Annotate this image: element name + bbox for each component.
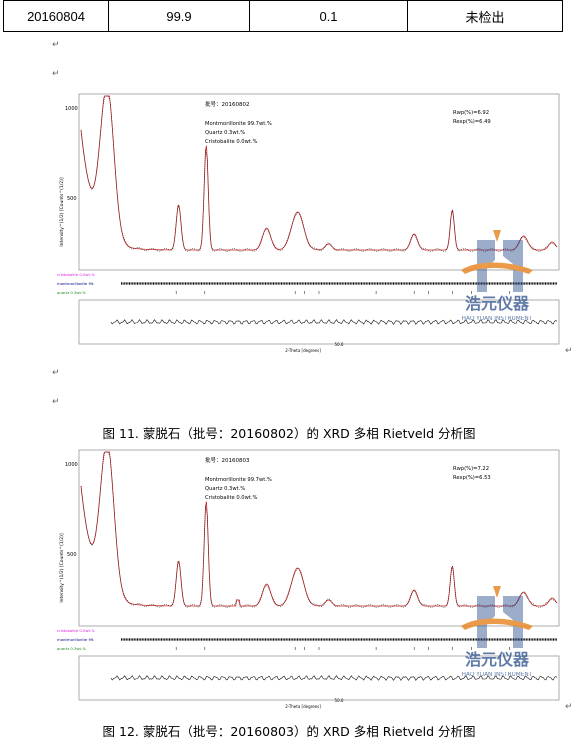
plot-frame <box>78 93 560 271</box>
phase-montmorillonite: Montmorillonite 99.7wt.% <box>205 121 272 127</box>
table-cell: 未检出 <box>407 0 563 32</box>
x-tick-label: 50.0 <box>335 342 344 347</box>
observed-profile-line <box>80 451 558 608</box>
phase-quartz: Quartz 0.3wt.% <box>205 130 245 136</box>
legend-entry: montmorillonite 99. <box>57 281 95 286</box>
results-table: 20160804 99.9 0.1 未检出 <box>3 0 563 32</box>
paragraph-mark: ↵ <box>565 346 573 356</box>
y-tick-label: 500 <box>67 196 77 202</box>
batch-label: 批号：20160802 <box>205 100 250 108</box>
legend-entry: montmorillonite 99. <box>57 637 95 642</box>
legend-entry: quartz 0.3wt.% <box>57 290 86 295</box>
figure-caption-2: 图 12. 蒙脱石（批号：20160803）的 XRD 多相 Rietveld … <box>102 724 476 739</box>
x-tick-label: 50.0 <box>335 698 344 703</box>
y-axis-label: Intensity^(1/2) [Counts^(1/2)] <box>59 177 65 247</box>
y-axis-label: Intensity^(1/2) [Counts^(1/2)] <box>59 533 65 603</box>
rwp-value: Rwp(%)=6.92 <box>453 110 489 116</box>
table-cell: 99.9 <box>108 0 250 32</box>
legend-entry: cristobalite 0.0wt.% <box>57 628 95 633</box>
calculated-profile-line <box>80 451 558 607</box>
rexp-value: Rexp(%)=6.49 <box>453 119 491 125</box>
rexp-value: Rexp(%)=6.53 <box>453 475 491 481</box>
xrd-figure-2: 1000 500 Intensity^(1/2) [Counts^(1/2)] 批号：… <box>57 448 562 710</box>
residual-frame <box>78 299 560 345</box>
table-cell: 20160804 <box>3 0 109 32</box>
y-tick-label: 1000 <box>65 106 78 112</box>
calculated-profile-line <box>80 95 558 251</box>
table-cell: 0.1 <box>249 0 408 32</box>
plot-frame <box>78 449 560 627</box>
paragraph-mark: ↵ <box>52 397 60 407</box>
paragraph-mark: ↵ <box>52 40 60 50</box>
paragraph-mark: ↵ <box>565 702 573 712</box>
haoyuan-logo <box>461 230 533 292</box>
table-row: 20160804 99.9 0.1 未检出 <box>3 0 563 32</box>
observed-profile-line <box>80 95 558 252</box>
phase-montmorillonite: Montmorillonite 99.7wt.% <box>205 477 272 483</box>
x-axis-label: 2-Theta [degrees] <box>285 348 321 353</box>
paragraph-mark: ↵ <box>52 368 60 378</box>
legend-entry: quartz 0.3wt.% <box>57 646 86 651</box>
residual-line <box>110 319 558 325</box>
y-tick-label: 500 <box>67 552 77 558</box>
paragraph-mark: ↵ <box>52 69 60 79</box>
brand-cn: 浩元仪器 <box>465 650 530 669</box>
y-tick-label: 1000 <box>65 462 78 468</box>
brand-en: HAO YUAN INSTRUMENT <box>462 316 533 322</box>
phase-cristobalite: Cristobalite 0.0wt.% <box>205 495 258 501</box>
phase-cristobalite: Cristobalite 0.0wt.% <box>205 139 258 145</box>
phase-quartz: Quartz 0.3wt.% <box>205 486 245 492</box>
brand-en: HAO YUAN INSTRUMENT <box>462 672 533 678</box>
legend-entry: cristobalite 0.0wt.% <box>57 272 95 277</box>
haoyuan-logo <box>461 586 533 648</box>
figure-caption-1: 图 11. 蒙脱石（批号：20160802）的 XRD 多相 Rietveld … <box>102 426 476 441</box>
residual-frame <box>78 655 560 701</box>
batch-label: 批号：20160803 <box>205 456 250 464</box>
rwp-value: Rwp(%)=7.22 <box>453 466 489 472</box>
x-axis-label: 2-Theta [degrees] <box>285 704 321 709</box>
xrd-figure-1: 1000 500 Intensity^(1/2) [Counts^(1/2)] 批号：… <box>57 92 562 354</box>
residual-line <box>110 675 558 681</box>
brand-cn: 浩元仪器 <box>465 294 530 313</box>
